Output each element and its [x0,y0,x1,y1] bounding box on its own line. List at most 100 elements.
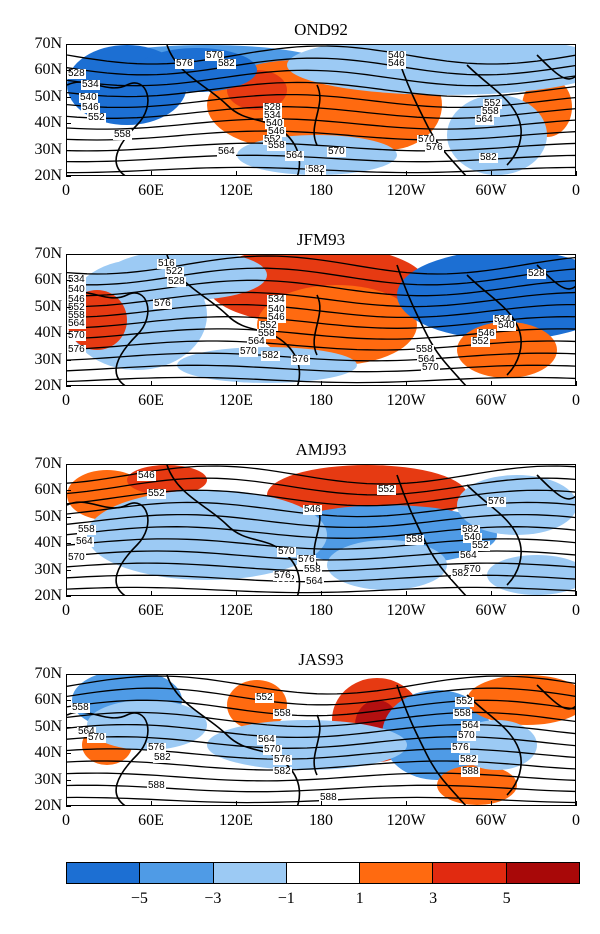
height-contour [67,340,575,351]
x-tick-label: 0 [572,392,580,409]
height-contour [67,45,575,65]
x-tick [406,381,407,386]
contour-label: 570 [457,730,476,741]
anomaly-map: 516 522 528 534 540 546 552 558 564 570 576 582 528 5… [66,254,576,386]
height-contour [67,562,575,572]
x-tick [406,801,407,806]
y-tick [66,700,71,702]
x-tick-label: 180 [309,602,333,619]
x-tick-label: 60W [475,602,507,619]
contour-label: 546 [387,58,406,69]
y-tick-label: 60N [34,61,62,79]
x-tick [151,801,152,806]
x-tick-label: 0 [62,812,70,829]
x-tick-label: 120W [386,812,426,829]
anomaly-region [447,95,547,175]
contour-label: 564 [75,536,94,547]
x-tick [66,801,67,806]
coastline [166,465,301,595]
x-tick-label: 120W [386,602,426,619]
coastline [313,294,321,356]
contour-label: 576 [487,496,506,507]
coastline [166,675,301,805]
contour-label: 558 [71,702,90,713]
x-tick [236,171,237,176]
contour-label: 558 [257,328,276,339]
x-tick [491,381,492,386]
contour-label: 552 [67,302,86,313]
contour-label: 588 [147,780,166,791]
contour-label: 552 [483,98,502,109]
contour-label: 534 [67,274,86,285]
x-tick-label: 0 [572,602,580,619]
contour-label: 546 [267,126,286,137]
height-contour [67,760,575,771]
x-tick [576,171,577,176]
coastline [396,684,467,805]
map-panel-ond92: OND92 528 534 540 546 552 558 564 570 576 582 528 53… [0,20,600,230]
coastline [396,264,467,385]
x-tick-label: 120E [219,182,253,199]
height-contour [67,550,575,561]
panel-title: OND92 [294,20,348,39]
y-tick-label: 50N [34,717,62,735]
colorbar-label: 1 [355,890,364,907]
y-tick [66,543,71,545]
colorbar-label: −5 [130,890,148,907]
x-tick [66,591,67,596]
anomaly-region [207,720,407,770]
coastline [67,291,149,385]
x-tick [66,171,67,176]
y-tick [66,674,71,675]
height-contour [67,303,575,319]
contour-label: 552 [471,336,490,347]
x-tick [576,591,577,596]
anomaly-region [177,347,357,383]
colorbar-swatch [433,863,507,883]
x-tick [321,381,322,386]
x-tick-label: 60E [138,812,164,829]
x-tick [491,801,492,806]
colorbar-swatch [140,863,214,883]
y-tick [66,516,71,518]
height-contour [67,538,575,550]
x-tick [576,381,577,386]
contour-label: 534 [493,314,512,325]
y-tick-label: 50N [34,87,62,105]
y-tick [66,333,71,335]
height-contour [67,526,575,539]
x-tick-label: 60E [138,182,164,199]
contour-label: 564 [461,720,480,731]
contour-label: 564 [285,150,304,161]
height-contour [67,57,575,76]
contour-label: 570 [417,134,436,145]
contour-label: 546 [81,102,100,113]
y-tick [66,726,71,728]
contour-label: 576 [273,570,292,581]
x-tick [491,591,492,596]
contour-label: 570 [263,744,282,755]
contour-label: 552 [255,692,274,703]
x-tick [406,171,407,176]
height-contour [67,736,575,749]
contour-label: 582 [261,350,280,361]
y-tick [66,806,71,807]
contour-label: 576 [147,742,166,753]
y-tick [66,306,71,308]
colorbar-label: −3 [204,890,222,907]
contour-label: 558 [303,564,322,575]
y-tick [66,44,71,45]
x-tick-label: 60W [475,182,507,199]
x-tick [151,381,152,386]
contour-label: 582 [273,766,292,777]
panel-title: JAS93 [298,650,344,669]
coastline [536,684,575,710]
y-tick-label: 30N [34,350,62,368]
x-tick-label: 120E [219,602,253,619]
contour-label: 576 [425,142,444,153]
coastline [536,54,575,80]
height-contour [67,772,575,782]
x-tick-label: 60E [138,602,164,619]
contour-label: 582 [479,152,498,163]
contour-label: 582 [451,568,470,579]
